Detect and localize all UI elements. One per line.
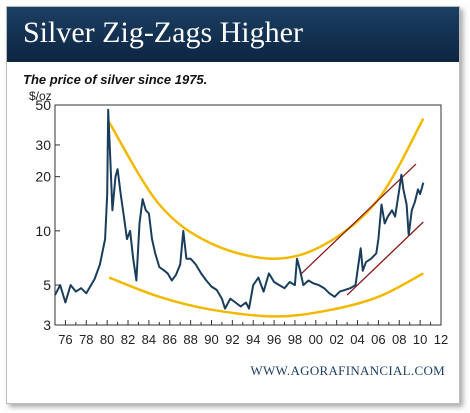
channel-curve-lower-u — [108, 272, 424, 318]
source-url: WWW.AGORAFINANCIAL.COM — [250, 363, 445, 378]
x-tick-label: 04 — [350, 332, 364, 347]
x-tick-label: 12 — [434, 332, 448, 347]
x-tick-label: 84 — [142, 332, 156, 347]
title-banner: Silver Zig-Zags Higher — [7, 7, 459, 62]
x-tick-label: 86 — [163, 332, 177, 347]
chart-marks — [54, 108, 425, 318]
x-tick-label: 96 — [267, 332, 281, 347]
channel-curve-upper-u — [108, 117, 425, 260]
x-tick-label: 94 — [246, 332, 260, 347]
x-tick-label: 78 — [79, 332, 93, 347]
chart-card: Silver Zig-Zags Higher The price of silv… — [6, 6, 460, 404]
x-tick-label: 88 — [183, 332, 197, 347]
y-tick-label: 5 — [43, 277, 51, 293]
x-tick-label: 98 — [288, 332, 302, 347]
x-tick-label: 80 — [100, 332, 114, 347]
trendline-2 — [346, 221, 424, 296]
x-tick-label: 00 — [309, 332, 323, 347]
y-axis-unit-label: $/oz — [29, 89, 52, 103]
trendline-1 — [299, 163, 417, 276]
chart-axes: 3 5 10 20 30 50 76 78 80 82 84 86 88 90 92 94 96 98 00 02 04… — [35, 97, 448, 347]
y-tick-label: 50 — [35, 97, 51, 113]
x-tick-label: 06 — [371, 332, 385, 347]
x-tick-label: 10 — [413, 332, 427, 347]
x-tick-label: 76 — [58, 332, 72, 347]
x-tick-label: 92 — [225, 332, 239, 347]
chart-title: Silver Zig-Zags Higher — [23, 16, 303, 49]
y-tick-label: 20 — [35, 169, 51, 185]
y-tick-label: 3 — [43, 317, 51, 333]
chart-subtitle: The price of silver since 1975. — [23, 72, 208, 87]
plot-frame — [54, 104, 442, 326]
y-tick-label: 30 — [35, 137, 51, 153]
y-tick-label: 10 — [35, 223, 51, 239]
x-tick-label: 08 — [392, 332, 406, 347]
x-tick-label: 82 — [121, 332, 135, 347]
x-tick-label: 90 — [204, 332, 218, 347]
x-tick-label: 02 — [329, 332, 343, 347]
silver-price-line — [54, 108, 425, 310]
silver-price-chart: 3 5 10 20 30 50 76 78 80 82 84 86 88 90 92 94 96 98 00 02 04… — [35, 97, 448, 347]
